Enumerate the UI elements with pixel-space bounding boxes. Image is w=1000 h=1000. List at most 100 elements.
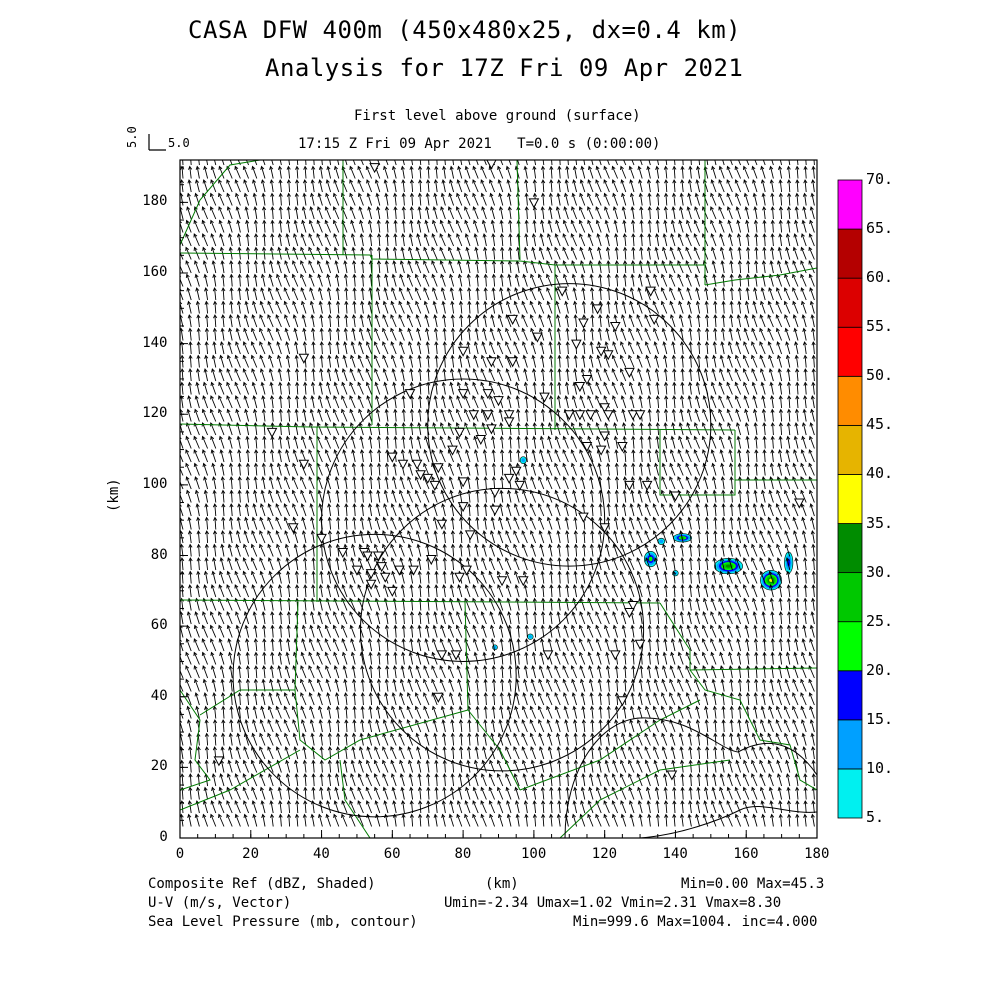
wind-vector [239, 476, 241, 490]
wind-vector-head [554, 665, 559, 670]
wind-vector-head [434, 341, 439, 346]
wind-vector-head [245, 489, 250, 494]
wind-vector-head [294, 759, 299, 764]
wind-vector [564, 193, 569, 206]
wind-vector-head [499, 692, 504, 697]
wind-vector-head [432, 206, 437, 211]
wind-vector [534, 409, 537, 422]
wind-vector [211, 787, 217, 800]
wind-vector-head [382, 543, 386, 549]
wind-vector [218, 625, 225, 638]
wind-vector [300, 274, 307, 287]
wind-vector [473, 773, 479, 787]
wind-vector-head [400, 449, 405, 454]
wind-vector-head [374, 530, 379, 535]
wind-vector-head [513, 327, 518, 333]
wind-vector [214, 517, 217, 530]
wind-vector [237, 436, 241, 449]
wind-vector [383, 503, 389, 517]
wind-vector-head [488, 381, 493, 387]
wind-vector [188, 179, 192, 193]
wind-vector [411, 611, 414, 625]
wind-vector-head [334, 773, 340, 778]
wind-vector [358, 395, 364, 409]
wind-vector-head [293, 543, 298, 548]
wind-vector-head [316, 260, 321, 265]
wind-vector [351, 233, 356, 247]
wind-vector-head [440, 489, 445, 495]
wind-vector-head [301, 314, 306, 319]
wind-vector-head [294, 570, 299, 575]
wind-vector-head [475, 476, 480, 481]
wind-vector-head [291, 476, 296, 481]
wind-vector [335, 368, 340, 382]
wind-vector [465, 382, 471, 395]
wind-vector [255, 463, 258, 476]
wind-vector [399, 760, 405, 773]
wind-vector-head [384, 206, 389, 211]
wind-vector [392, 166, 397, 179]
wind-vector [378, 463, 381, 476]
wind-vector [456, 233, 463, 247]
wind-vector [366, 382, 373, 395]
wind-vector-head [431, 489, 436, 495]
wind-vector-head [211, 476, 217, 481]
wind-vector-head [557, 584, 562, 589]
wind-vector-head [441, 395, 446, 400]
wind-vector-head [213, 732, 218, 737]
wind-vector-head [556, 395, 561, 400]
wind-vector [579, 206, 586, 220]
wind-vector-head [284, 260, 289, 265]
wind-vector [562, 449, 569, 463]
wind-vector-head [373, 759, 378, 765]
wind-vector-head [565, 368, 570, 373]
wind-vector-head [482, 233, 487, 238]
wind-vector-head [408, 246, 413, 252]
wind-vector-head [433, 732, 438, 737]
wind-vector-head [317, 611, 322, 616]
wind-vector-head [466, 746, 472, 751]
wind-vector [254, 625, 258, 638]
wind-vector-head [407, 530, 412, 535]
wind-vector [550, 787, 553, 800]
wind-vector-head [384, 624, 389, 629]
wind-vector-head [234, 381, 239, 387]
wind-vector [407, 746, 414, 760]
wind-vector [238, 233, 241, 247]
wind-vector [303, 746, 307, 760]
wind-vector-head [425, 341, 430, 346]
wind-vector-head [464, 408, 468, 414]
wind-vector-head [325, 678, 330, 684]
wind-vector-head [221, 516, 226, 521]
wind-vector [409, 355, 414, 368]
wind-vector [210, 206, 217, 220]
wind-vector [222, 692, 225, 706]
wind-vector [218, 206, 225, 220]
wind-vector-head [481, 206, 486, 211]
wind-vector [301, 436, 307, 449]
wind-vector [457, 665, 463, 679]
wind-vector-head [565, 759, 570, 764]
wind-vector [556, 206, 561, 220]
wind-vector-head [505, 786, 510, 792]
wind-vector [499, 301, 504, 314]
wind-vector [556, 301, 561, 314]
wind-vector [180, 655, 184, 665]
wind-vector-head [573, 327, 578, 332]
wind-vector [456, 436, 463, 449]
wind-vector-head [546, 692, 550, 697]
wind-vector-head [532, 800, 537, 805]
wind-vector [318, 287, 323, 301]
wind-vector-head [538, 665, 543, 670]
wind-vector-head [270, 206, 275, 211]
wind-vector [302, 530, 307, 544]
wind-vector-head [579, 462, 584, 468]
wind-vector-head [549, 165, 554, 170]
wind-vector [400, 557, 405, 571]
wind-vector-head [382, 368, 387, 373]
wind-vector-head [324, 435, 329, 441]
wind-vector [375, 179, 381, 193]
wind-vector [230, 476, 233, 490]
wind-vector [554, 679, 561, 692]
wind-vector [328, 571, 332, 584]
